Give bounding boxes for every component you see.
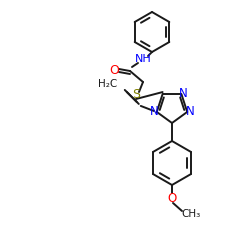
Text: O: O bbox=[168, 192, 176, 204]
Text: H₂C: H₂C bbox=[98, 79, 117, 89]
Text: N: N bbox=[186, 106, 194, 118]
Text: N: N bbox=[150, 106, 158, 118]
Text: N: N bbox=[179, 86, 188, 100]
Text: S: S bbox=[132, 88, 140, 102]
Text: NH: NH bbox=[134, 54, 152, 64]
Text: O: O bbox=[109, 64, 119, 76]
Text: CH₃: CH₃ bbox=[182, 209, 201, 219]
